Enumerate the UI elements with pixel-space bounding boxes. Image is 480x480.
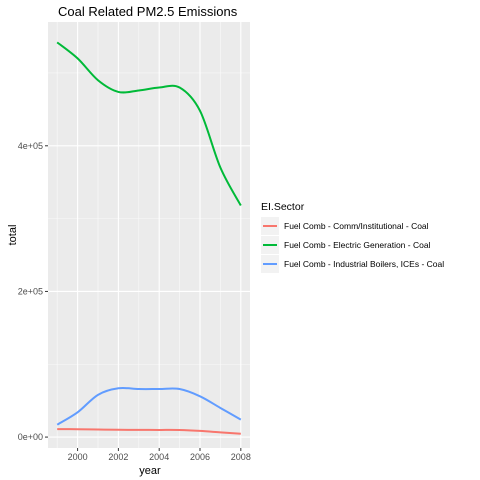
- y-axis: 0e+00 2e+05 4e+05: [18, 141, 48, 442]
- series-line-3: [56, 386, 242, 426]
- legend-label: Fuel Comb - Comm/Institutional - Coal: [284, 221, 429, 231]
- grid-minor: [48, 22, 250, 448]
- x-tick-label: 2004: [149, 452, 169, 462]
- x-axis-label: year: [139, 465, 161, 477]
- y-tick-label: 2e+05: [18, 286, 43, 296]
- series-lines: [56, 41, 242, 435]
- x-tick-label: 2008: [231, 452, 251, 462]
- x-tick-label: 2000: [68, 452, 88, 462]
- y-tick-label: 0e+00: [18, 432, 43, 442]
- x-tick-label: 2006: [190, 452, 210, 462]
- grid-major: [48, 22, 250, 448]
- legend-label: Fuel Comb - Electric Generation - Coal: [284, 240, 431, 250]
- x-tick-label: 2002: [108, 452, 128, 462]
- plot-panel: [48, 22, 250, 448]
- legend-label: Fuel Comb - Industrial Boilers, ICEs - C…: [284, 259, 444, 269]
- series-line-2: [56, 41, 242, 206]
- legend-title: EI.Sector: [261, 201, 305, 213]
- series-line-1: [57, 428, 241, 435]
- chart-title: Coal Related PM2.5 Emissions: [58, 4, 238, 19]
- y-tick-label: 4e+05: [18, 141, 43, 151]
- legend: Fuel Comb - Comm/Institutional - Coal Fue…: [261, 217, 444, 273]
- x-axis: 2000 2002 2004 2006 2008: [68, 448, 251, 462]
- y-axis-label: total: [7, 225, 19, 246]
